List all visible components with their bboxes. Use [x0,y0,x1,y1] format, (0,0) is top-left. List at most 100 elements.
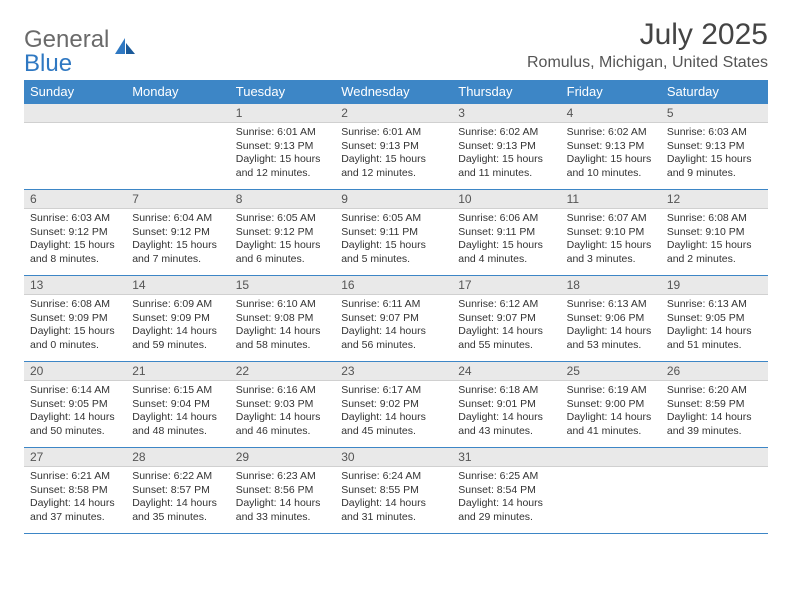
sunset-text: Sunset: 9:11 PM [458,226,554,240]
sunset-text: Sunset: 9:13 PM [667,140,762,154]
day-number: 20 [24,362,126,380]
sunset-text: Sunset: 8:58 PM [30,484,120,498]
day-number: 25 [561,362,661,380]
day-cell [661,448,768,534]
day-body: Sunrise: 6:14 AMSunset: 9:05 PMDaylight:… [24,381,126,447]
day-body: Sunrise: 6:15 AMSunset: 9:04 PMDaylight:… [126,381,230,447]
daylight-text: Daylight: 14 hours and 33 minutes. [236,497,329,524]
day-number: 6 [24,190,126,208]
day-cell: 6Sunrise: 6:03 AMSunset: 9:12 PMDaylight… [24,190,126,276]
daylight-text: Daylight: 15 hours and 7 minutes. [132,239,224,266]
sunset-text: Sunset: 9:10 PM [667,226,762,240]
day-number [661,448,768,466]
day-number: 8 [230,190,335,208]
sunset-text: Sunset: 9:05 PM [667,312,762,326]
sunrise-text: Sunrise: 6:09 AM [132,298,224,312]
sunrise-text: Sunrise: 6:13 AM [667,298,762,312]
day-number: 9 [335,190,452,208]
sunrise-text: Sunrise: 6:03 AM [30,212,120,226]
day-body: Sunrise: 6:01 AMSunset: 9:13 PMDaylight:… [335,123,452,189]
day-cell: 2Sunrise: 6:01 AMSunset: 9:13 PMDaylight… [335,104,452,190]
sunrise-text: Sunrise: 6:03 AM [667,126,762,140]
week-row: 13Sunrise: 6:08 AMSunset: 9:09 PMDayligh… [24,276,768,362]
sunset-text: Sunset: 9:11 PM [341,226,446,240]
day-cell: 16Sunrise: 6:11 AMSunset: 9:07 PMDayligh… [335,276,452,362]
day-cell: 25Sunrise: 6:19 AMSunset: 9:00 PMDayligh… [561,362,661,448]
day-cell: 7Sunrise: 6:04 AMSunset: 9:12 PMDaylight… [126,190,230,276]
day-body: Sunrise: 6:21 AMSunset: 8:58 PMDaylight:… [24,467,126,533]
sunrise-text: Sunrise: 6:05 AM [341,212,446,226]
day-number: 22 [230,362,335,380]
daylight-text: Daylight: 15 hours and 10 minutes. [567,153,655,180]
daylight-text: Daylight: 14 hours and 56 minutes. [341,325,446,352]
day-cell [561,448,661,534]
day-number: 2 [335,104,452,122]
daylight-text: Daylight: 15 hours and 2 minutes. [667,239,762,266]
day-body: Sunrise: 6:01 AMSunset: 9:13 PMDaylight:… [230,123,335,189]
day-body: Sunrise: 6:12 AMSunset: 9:07 PMDaylight:… [452,295,560,361]
sunrise-text: Sunrise: 6:15 AM [132,384,224,398]
day-body [561,467,661,533]
day-number: 23 [335,362,452,380]
daylight-text: Daylight: 14 hours and 29 minutes. [458,497,554,524]
sunset-text: Sunset: 9:05 PM [30,398,120,412]
sunrise-text: Sunrise: 6:17 AM [341,384,446,398]
sunset-text: Sunset: 8:59 PM [667,398,762,412]
day-cell: 29Sunrise: 6:23 AMSunset: 8:56 PMDayligh… [230,448,335,534]
day-body: Sunrise: 6:25 AMSunset: 8:54 PMDaylight:… [452,467,560,533]
sunset-text: Sunset: 9:06 PM [567,312,655,326]
sunrise-text: Sunrise: 6:13 AM [567,298,655,312]
day-number: 31 [452,448,560,466]
sunset-text: Sunset: 9:03 PM [236,398,329,412]
day-cell: 30Sunrise: 6:24 AMSunset: 8:55 PMDayligh… [335,448,452,534]
week-row: 1Sunrise: 6:01 AMSunset: 9:13 PMDaylight… [24,104,768,190]
daylight-text: Daylight: 14 hours and 41 minutes. [567,411,655,438]
day-header-row: Sunday Monday Tuesday Wednesday Thursday… [24,80,768,104]
day-number: 4 [561,104,661,122]
day-number [126,104,230,122]
day-body: Sunrise: 6:08 AMSunset: 9:10 PMDaylight:… [661,209,768,275]
day-cell: 31Sunrise: 6:25 AMSunset: 8:54 PMDayligh… [452,448,560,534]
sunset-text: Sunset: 9:00 PM [567,398,655,412]
day-body: Sunrise: 6:17 AMSunset: 9:02 PMDaylight:… [335,381,452,447]
day-body: Sunrise: 6:22 AMSunset: 8:57 PMDaylight:… [126,467,230,533]
calendar-page: General July 2025 Romulus, Michigan, Uni… [0,0,792,552]
sunset-text: Sunset: 9:02 PM [341,398,446,412]
sunrise-text: Sunrise: 6:20 AM [667,384,762,398]
daylight-text: Daylight: 15 hours and 11 minutes. [458,153,554,180]
daylight-text: Daylight: 15 hours and 12 minutes. [236,153,329,180]
day-body: Sunrise: 6:04 AMSunset: 9:12 PMDaylight:… [126,209,230,275]
day-body: Sunrise: 6:08 AMSunset: 9:09 PMDaylight:… [24,295,126,361]
calendar-tbody: 1Sunrise: 6:01 AMSunset: 9:13 PMDaylight… [24,104,768,534]
sunset-text: Sunset: 9:13 PM [458,140,554,154]
daylight-text: Daylight: 15 hours and 9 minutes. [667,153,762,180]
day-body: Sunrise: 6:13 AMSunset: 9:06 PMDaylight:… [561,295,661,361]
dayhead-tue: Tuesday [230,80,335,104]
sunrise-text: Sunrise: 6:08 AM [30,298,120,312]
day-number: 18 [561,276,661,294]
day-body: Sunrise: 6:02 AMSunset: 9:13 PMDaylight:… [452,123,560,189]
day-body: Sunrise: 6:10 AMSunset: 9:08 PMDaylight:… [230,295,335,361]
logo-blue-wrap: Blue [24,50,72,78]
daylight-text: Daylight: 15 hours and 5 minutes. [341,239,446,266]
sunset-text: Sunset: 9:09 PM [132,312,224,326]
sunset-text: Sunset: 9:13 PM [567,140,655,154]
day-body: Sunrise: 6:03 AMSunset: 9:12 PMDaylight:… [24,209,126,275]
day-cell: 22Sunrise: 6:16 AMSunset: 9:03 PMDayligh… [230,362,335,448]
dayhead-thu: Thursday [452,80,560,104]
day-cell: 23Sunrise: 6:17 AMSunset: 9:02 PMDayligh… [335,362,452,448]
day-body: Sunrise: 6:13 AMSunset: 9:05 PMDaylight:… [661,295,768,361]
day-body: Sunrise: 6:06 AMSunset: 9:11 PMDaylight:… [452,209,560,275]
sunrise-text: Sunrise: 6:02 AM [458,126,554,140]
sunrise-text: Sunrise: 6:11 AM [341,298,446,312]
dayhead-sat: Saturday [661,80,768,104]
day-cell: 10Sunrise: 6:06 AMSunset: 9:11 PMDayligh… [452,190,560,276]
sunrise-text: Sunrise: 6:01 AM [236,126,329,140]
daylight-text: Daylight: 14 hours and 46 minutes. [236,411,329,438]
sunset-text: Sunset: 9:04 PM [132,398,224,412]
daylight-text: Daylight: 14 hours and 48 minutes. [132,411,224,438]
day-cell: 1Sunrise: 6:01 AMSunset: 9:13 PMDaylight… [230,104,335,190]
day-cell: 17Sunrise: 6:12 AMSunset: 9:07 PMDayligh… [452,276,560,362]
day-number: 17 [452,276,560,294]
dayhead-mon: Monday [126,80,230,104]
